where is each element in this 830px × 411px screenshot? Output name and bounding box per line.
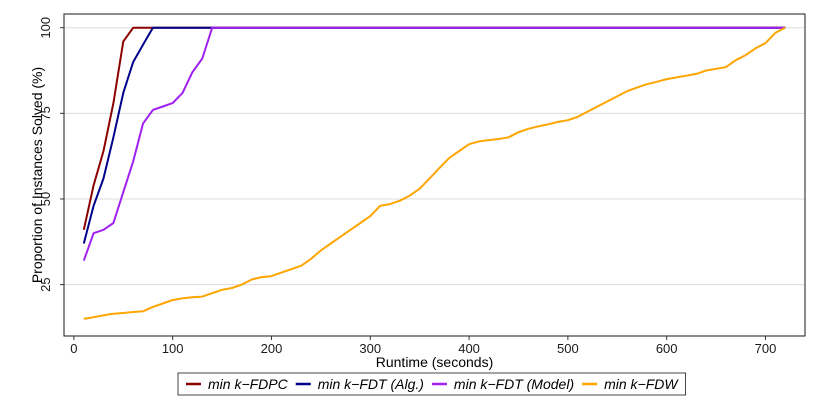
gridlines: [64, 27, 805, 286]
legend-label-2: min k−FDT (Alg.): [318, 376, 424, 392]
legend-box: [177, 372, 687, 396]
series-line-3: [82, 26, 786, 261]
x-tick-label: 300: [359, 341, 381, 356]
x-tick-label: 0: [70, 341, 77, 356]
series-line-1: [82, 26, 786, 231]
x-axis-title: Runtime (seconds): [376, 354, 494, 370]
legend-label-3: min k−FDT (Model): [454, 376, 574, 392]
legend: min k−FDPC min k−FDT (Alg.) min k−FDT (Mod…: [177, 372, 687, 396]
y-axis-ticks: 25 50 75 100: [38, 17, 64, 292]
legend-label-4: min k−FDW: [604, 376, 679, 392]
x-axis-ticks: 0 100 200 300 400 500 600 700: [70, 336, 776, 356]
x-tick-label: 600: [656, 341, 678, 356]
y-tick-label: 75: [38, 106, 53, 120]
y-tick-label: 50: [38, 192, 53, 206]
x-tick-label: 500: [557, 341, 579, 356]
plot-frame: [63, 13, 806, 337]
x-tick-label: 400: [458, 341, 480, 356]
y-tick-label: 100: [38, 17, 53, 39]
series-line-2: [82, 26, 786, 244]
legend-label-1: min k−FDPC: [208, 376, 289, 392]
series-lines: [82, 26, 786, 320]
y-axis-title: Proportion of Instances Solved (%): [29, 67, 45, 283]
x-tick-label: 200: [261, 341, 283, 356]
series-line-4: [83, 26, 786, 320]
x-tick-label: 100: [162, 341, 184, 356]
x-tick-label: 700: [755, 341, 777, 356]
y-tick-label: 25: [38, 277, 53, 291]
